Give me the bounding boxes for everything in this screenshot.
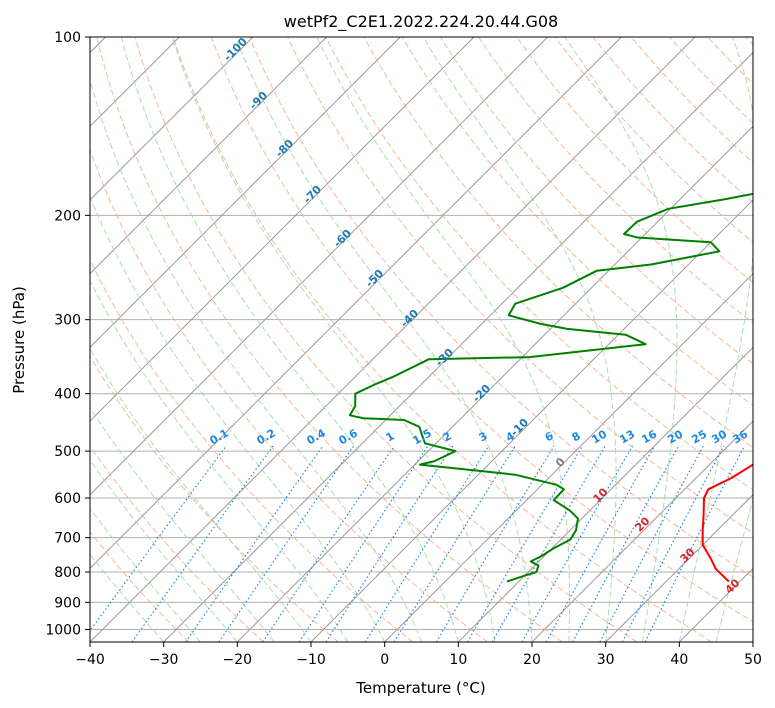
x-tick-label: 50	[744, 652, 762, 668]
x-tick-label: 10	[449, 652, 467, 668]
series-layer	[348, 192, 753, 583]
mixing-ratio-line	[521, 445, 634, 642]
moist-adiabat-line	[90, 347, 312, 642]
moist-adiabat-line	[90, 553, 165, 642]
dry-adiabat-line	[440, 37, 753, 365]
moist-adiabat-line	[90, 507, 201, 642]
isotherm-line	[531, 420, 753, 642]
isotherm-line	[90, 37, 622, 570]
x-axis: −40 −30 −20 −10 0 10 20 30 40 50	[75, 642, 762, 668]
dry-adiabat-line	[134, 37, 638, 642]
mixing-ratio-line	[218, 445, 355, 642]
x-tick-label: −30	[149, 652, 179, 668]
x-tick-label: −10	[296, 652, 326, 668]
plot-frame	[89, 36, 754, 643]
y-axis-title: Pressure (hPa)	[10, 286, 28, 394]
x-tick-label: 20	[523, 652, 541, 668]
x-tick-label: 30	[597, 652, 615, 668]
mixing-ratio-line	[435, 445, 555, 642]
dry-adiabat-line	[96, 37, 563, 642]
mixing-ratio-line	[131, 445, 274, 642]
dry-adiabat-line	[401, 37, 753, 406]
x-tick-label: −40	[75, 652, 105, 668]
y-tick-label: 100	[54, 30, 81, 46]
dry-adiabat-line	[363, 37, 753, 448]
dewpoint-profile-line	[348, 192, 753, 583]
mixing-ratio-line	[298, 445, 429, 642]
x-tick-label: 40	[670, 652, 688, 668]
isotherm-line	[236, 125, 753, 642]
y-tick-label: 200	[54, 208, 81, 224]
background-lines	[90, 37, 753, 642]
x-axis-title: Temperature (°C)	[355, 679, 485, 697]
moist-adiabat-line	[564, 37, 678, 642]
isotherm-line	[90, 37, 327, 275]
moist-adiabat-line	[316, 37, 571, 642]
dry-adiabat-line	[325, 37, 753, 491]
isotherm-line	[163, 51, 753, 642]
moist-adiabat-line	[90, 406, 275, 642]
y-axis: 100 200 300 400 500 600 700 800 900 1000	[45, 30, 90, 638]
dry-adiabat-line	[210, 37, 753, 623]
y-tick-label: 600	[54, 491, 81, 507]
dry-adiabat-line	[90, 148, 488, 642]
dry-adiabat-line	[478, 37, 753, 324]
y-tick-label: 300	[54, 313, 81, 329]
dry-adiabat-line	[631, 37, 753, 164]
x-tick-label: −20	[223, 652, 253, 668]
mixing-ratio-line	[466, 445, 584, 642]
mixing-ratio-line	[621, 445, 725, 642]
mixing-ratio-line	[262, 445, 395, 642]
dry-adiabat-line	[593, 37, 753, 203]
isotherm-line	[90, 37, 253, 201]
mixing-ratio-line	[545, 445, 656, 642]
moist-adiabat-line	[120, 37, 459, 642]
dry-adiabat-line	[516, 37, 753, 284]
mixing-ratio-line	[364, 445, 490, 642]
y-tick-label: 900	[54, 595, 81, 611]
moist-adiabat-line	[90, 195, 386, 642]
y-tick-label: 1000	[45, 622, 81, 638]
y-tick-label: 700	[54, 531, 81, 547]
isotherm-line	[310, 199, 753, 642]
chart-title: wetPf2_C2E1.2022.224.20.44.G08	[284, 12, 558, 32]
dry-adiabat-line	[249, 37, 753, 578]
moist-adiabat-line	[171, 37, 496, 642]
y-tick-label: 500	[54, 444, 81, 460]
temperature-profile-line	[701, 463, 753, 583]
mixing-ratio-line	[644, 445, 746, 642]
isotherm-line	[90, 37, 474, 422]
mixing-ratio-line	[325, 445, 454, 642]
dry-adiabat-line	[90, 531, 190, 642]
isotherm-line	[90, 37, 401, 349]
moist-adiabat-line	[235, 37, 533, 642]
isotherm-line	[605, 493, 753, 642]
y-tick-label: 400	[54, 387, 81, 403]
dry-adiabat-line	[554, 37, 753, 243]
mixing-ratio-line	[185, 445, 324, 642]
isotherm-line	[384, 272, 753, 642]
mixing-ratio-line	[393, 445, 516, 642]
moist-adiabat-line	[422, 37, 617, 642]
y-tick-label: 800	[54, 565, 81, 581]
moist-adiabat-line	[90, 459, 238, 642]
moist-adiabat-line	[90, 78, 422, 642]
dry-adiabat-line	[287, 37, 753, 534]
x-tick-label: 0	[380, 652, 389, 668]
isotherm-line	[457, 346, 753, 642]
isotherm-line	[90, 37, 548, 496]
